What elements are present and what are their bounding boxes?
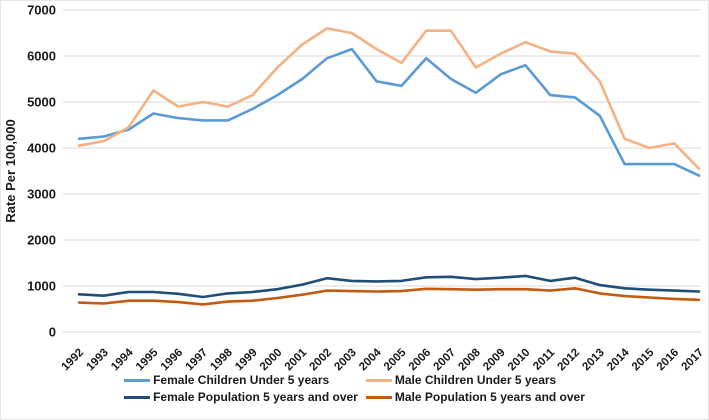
x-tick-label: 1998: [208, 346, 235, 373]
chart-legend: Female Children Under 5 years Male Childr…: [1, 373, 708, 404]
legend-label: Female Population 5 years and over: [153, 390, 358, 404]
y-tick-label: 3000: [27, 187, 56, 202]
x-axis-tick-labels: 1992199319941995199619971998199920002001…: [60, 346, 707, 373]
x-tick-label: 2010: [506, 347, 533, 373]
x-tick-label: 1999: [233, 347, 260, 373]
legend-line-swatch-icon: [365, 378, 392, 382]
x-tick-label: 2002: [308, 347, 335, 373]
legend-line-swatch-icon: [124, 395, 151, 399]
y-axis-tick-labels: 0 1000 2000 3000 4000 5000 6000 7000: [27, 3, 56, 340]
legend-item: Male Population 5 years and over: [365, 390, 585, 404]
x-tick-label: 1994: [109, 346, 136, 373]
series-lines: [77, 27, 701, 306]
x-tick-label: 2011: [531, 346, 558, 373]
y-axis-title: Rate Per 100,000: [3, 119, 18, 222]
legend-label: Female Children Under 5 years: [153, 373, 330, 387]
legend-item: Male Children Under 5 years: [365, 373, 585, 387]
x-tick-label: 2015: [630, 346, 657, 373]
x-tick-label: 1995: [134, 346, 161, 373]
y-tick-label: 0: [49, 325, 56, 340]
x-tick-label: 2013: [580, 347, 607, 373]
y-tick-label: 7000: [27, 3, 56, 18]
x-tick-label: 2004: [357, 346, 384, 373]
line-chart: Rate Per 100,000 0 1000 2000 3000 4000 5000 60…: [3, 3, 707, 374]
legend-label: Male Population 5 years and over: [394, 390, 585, 404]
legend-item: Female Population 5 years and over: [124, 390, 358, 404]
x-tick-label: 2001: [283, 346, 310, 373]
x-tick-label: 2007: [432, 347, 459, 373]
gridlines: [63, 9, 701, 333]
y-tick-label: 5000: [27, 95, 56, 110]
x-tick-label: 2006: [407, 347, 434, 373]
x-tick-label: 2014: [605, 346, 632, 373]
y-tick-label: 4000: [27, 141, 56, 156]
x-tick-label: 2008: [456, 346, 483, 373]
series-line-1: [77, 27, 701, 170]
series-line-0: [77, 47, 701, 177]
x-tick-label: 2003: [332, 347, 359, 373]
y-tick-label: 2000: [27, 233, 56, 248]
x-tick-label: 2005: [382, 346, 409, 373]
legend-line-swatch-icon: [365, 395, 392, 399]
x-tick-label: 2009: [481, 347, 508, 373]
x-tick-label: 2017: [680, 347, 707, 373]
x-tick-label: 1992: [60, 347, 87, 373]
x-tick-label: 2000: [258, 347, 285, 373]
series-line-2: [77, 274, 701, 299]
x-tick-label: 1993: [84, 347, 111, 373]
legend-item: Female Children Under 5 years: [124, 373, 358, 387]
x-tick-label: 2016: [655, 347, 682, 373]
y-tick-label: 6000: [27, 49, 56, 64]
y-tick-label: 1000: [27, 279, 56, 294]
legend-line-swatch-icon: [124, 378, 151, 382]
x-tick-label: 2012: [556, 347, 583, 373]
series-line-3: [77, 286, 701, 306]
x-tick-label: 1997: [184, 347, 211, 373]
legend-label: Male Children Under 5 years: [394, 373, 557, 387]
x-tick-label: 1996: [159, 347, 186, 373]
